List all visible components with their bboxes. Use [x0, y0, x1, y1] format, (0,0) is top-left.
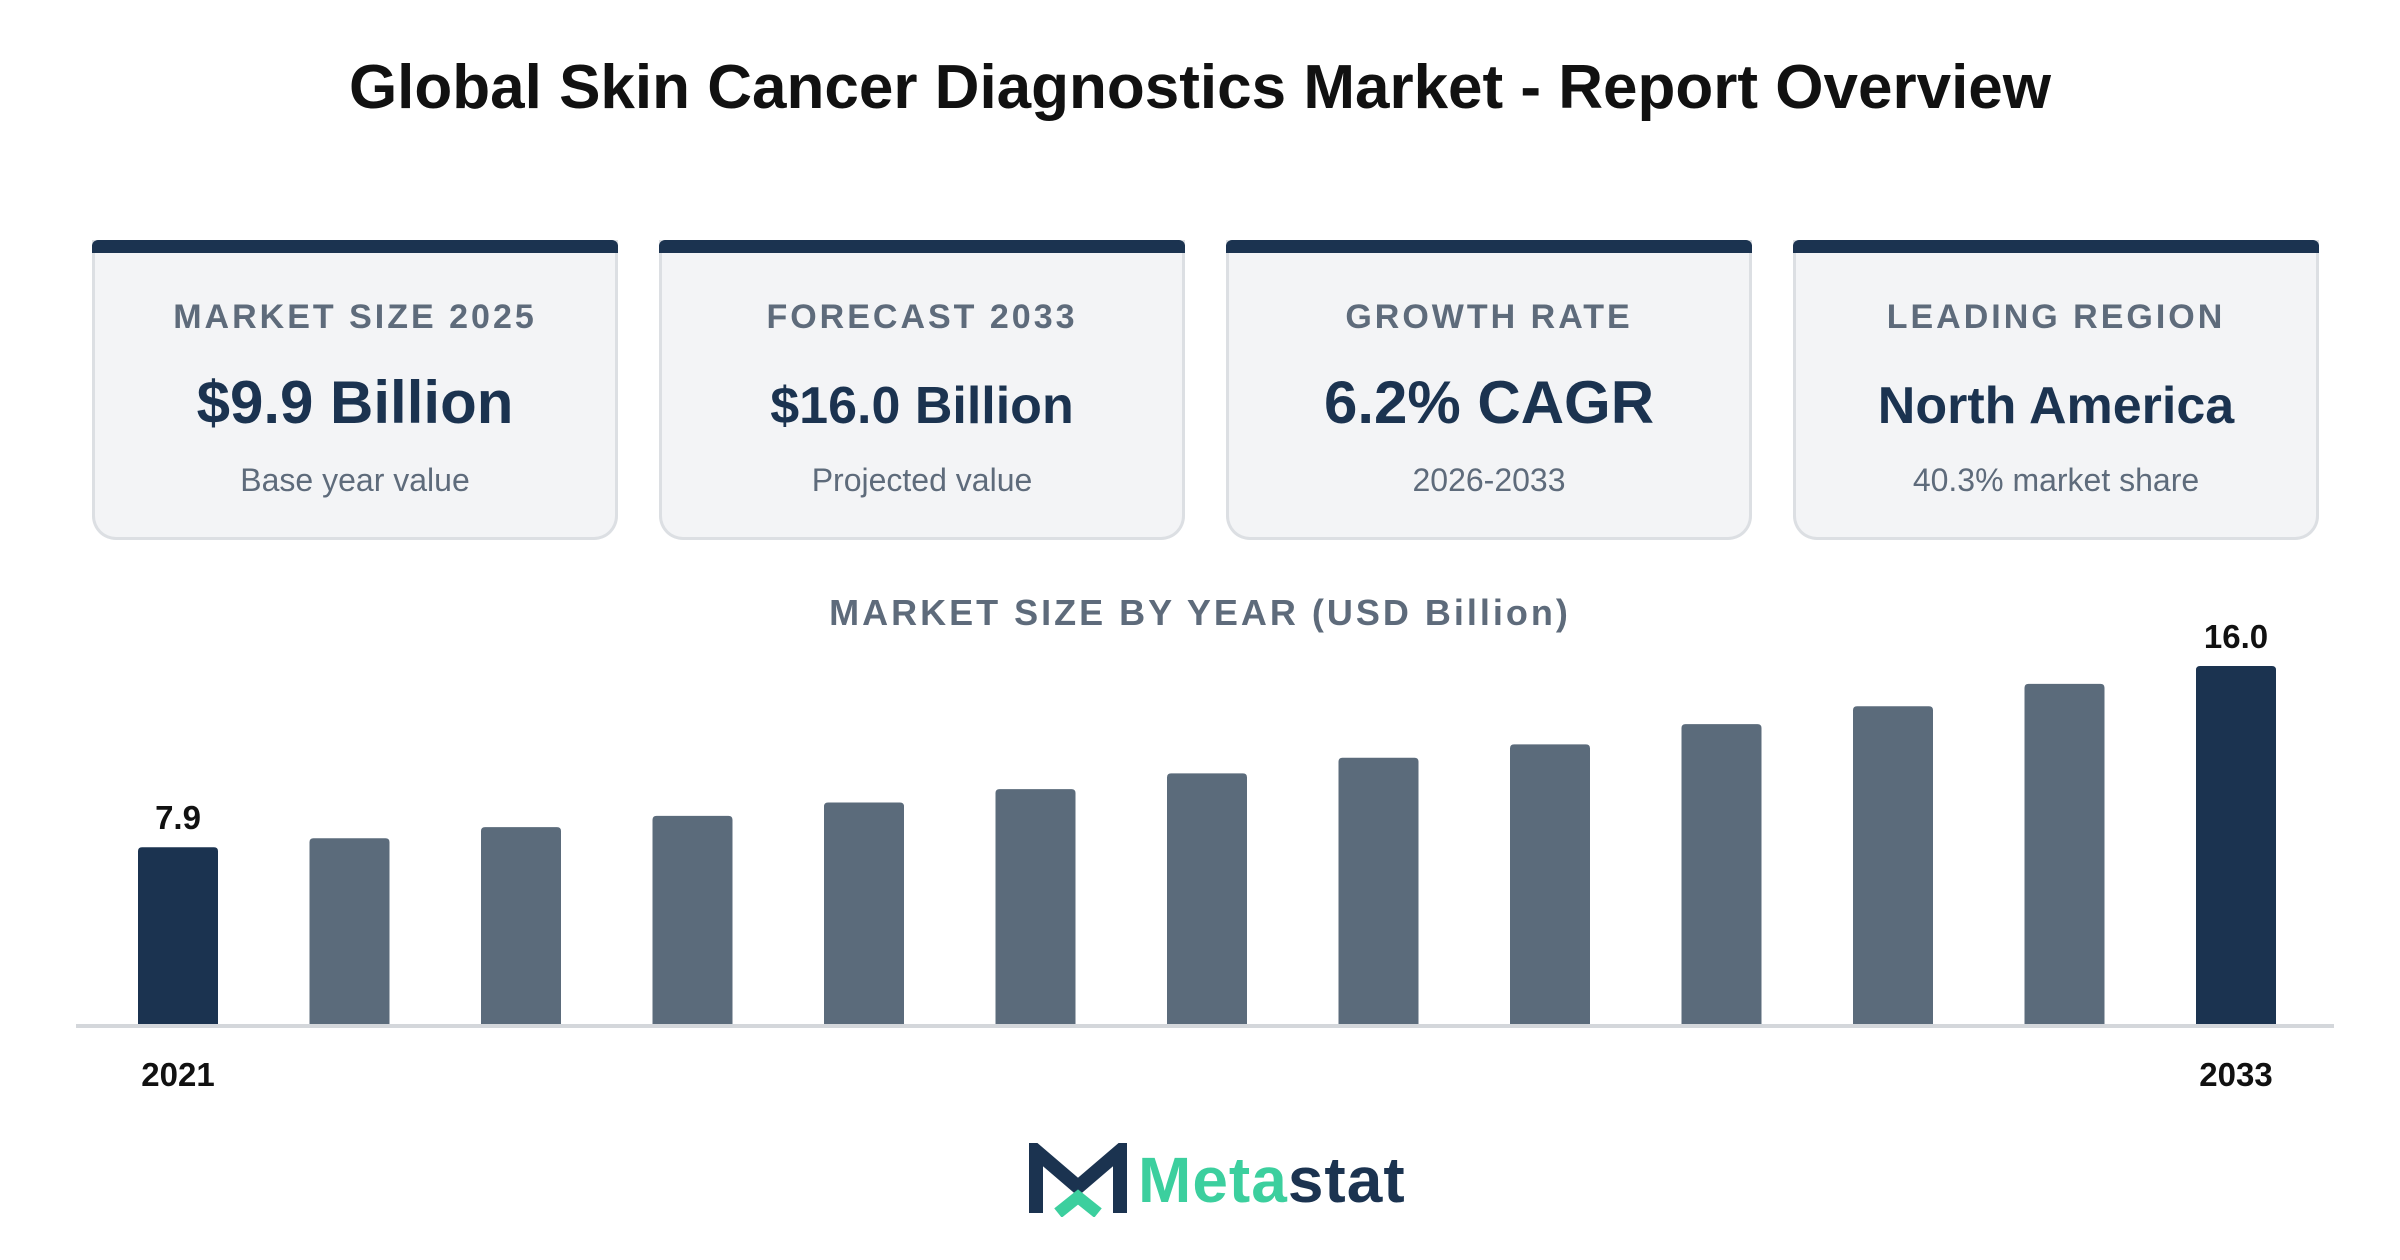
card-label: FORECAST 2033	[766, 298, 1078, 336]
x-tick-label-2021: 2021	[141, 1056, 214, 1093]
data-label-2021: 7.9	[155, 799, 201, 836]
card-subtext: Base year value	[240, 462, 470, 498]
market-size-bar-chart: 7.9 16.0 2021 2033	[76, 618, 2334, 1093]
card-subtext: 40.3% market share	[1912, 462, 2200, 498]
bar-2022	[309, 838, 390, 1024]
bar-2031	[1853, 706, 1933, 1024]
bar-2024	[652, 815, 733, 1024]
card-value: 6.2% CAGR	[1323, 369, 1655, 436]
bar-2028	[1338, 757, 1419, 1024]
card-value: $9.9 Billion	[196, 369, 514, 436]
card-label: LEADING REGION	[1886, 298, 2226, 336]
card-value: North America	[1877, 377, 2235, 435]
metastat-logo: Metastat	[1028, 1140, 1406, 1220]
bar-2032	[2024, 683, 2105, 1024]
bar-2033	[2196, 666, 2276, 1024]
page-title: Global Skin Cancer Diagnostics Market - …	[348, 53, 2052, 122]
forecast-card: FORECAST 2033 $16.0 Billion Projected va…	[659, 240, 1185, 540]
bar-2030	[1681, 724, 1762, 1024]
leading-region-card: LEADING REGION North America 40.3% marke…	[1793, 240, 2319, 540]
data-label-2033: 16.0	[2204, 618, 2268, 655]
bar-2023	[481, 827, 561, 1024]
chart-title: MARKET SIZE BY YEAR (USD Billion)	[829, 592, 1571, 633]
bar-2021	[138, 847, 218, 1024]
logo-text-stat: stat	[1287, 1144, 1406, 1216]
bar-2026	[995, 789, 1076, 1024]
metastat-m-logo-icon	[1029, 1143, 1127, 1217]
bar-2027	[1167, 773, 1247, 1024]
x-tick-label-2033: 2033	[2199, 1056, 2272, 1093]
card-label: MARKET SIZE 2025	[173, 298, 537, 336]
market-size-card: MARKET SIZE 2025 $9.9 Billion Base year …	[92, 240, 618, 540]
growth-rate-card: GROWTH RATE 6.2% CAGR 2026-2033	[1226, 240, 1752, 540]
bar-2025	[824, 802, 904, 1024]
bar-2029	[1510, 744, 1590, 1024]
card-label: GROWTH RATE	[1345, 298, 1633, 336]
logo-text-meta: Meta	[1138, 1144, 1288, 1216]
card-value: $16.0 Billion	[770, 377, 1074, 435]
card-subtext: Projected value	[811, 462, 1033, 498]
card-subtext: 2026-2033	[1412, 462, 1566, 498]
